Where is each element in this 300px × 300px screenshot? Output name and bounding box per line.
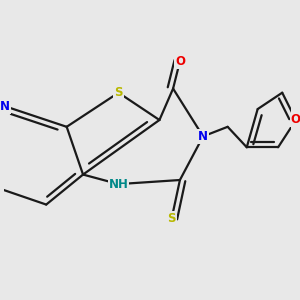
Text: S: S [114, 86, 123, 99]
Text: NH: NH [109, 178, 128, 190]
Text: S: S [167, 212, 176, 225]
Text: O: O [291, 113, 300, 127]
Text: N: N [198, 130, 208, 143]
Text: N: N [0, 100, 10, 113]
Text: O: O [175, 55, 185, 68]
